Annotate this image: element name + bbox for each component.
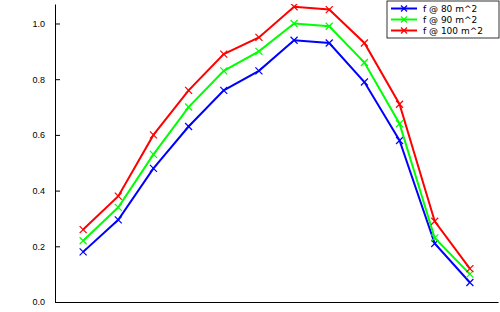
series-marker <box>431 218 438 225</box>
y-axis: 0.0 0.2 0.4 0.6 0.8 1.0 <box>32 5 60 308</box>
series-marker <box>326 39 333 46</box>
legend-label: f @ 100 m^2 <box>423 26 483 36</box>
series-marker <box>150 131 157 138</box>
y-tick-label: 1.0 <box>32 19 45 29</box>
series-marker <box>396 137 403 144</box>
series <box>80 20 474 278</box>
series-marker <box>396 101 403 108</box>
series-marker <box>150 165 157 172</box>
series-marker <box>220 87 227 94</box>
legend-marker <box>401 6 407 12</box>
series-marker <box>220 67 227 74</box>
series-marker <box>80 226 87 233</box>
series-marker <box>185 87 192 94</box>
y-tick: 0.8 <box>32 75 60 85</box>
y-tick: 0.4 <box>32 186 60 196</box>
series-marker <box>185 123 192 130</box>
series-marker <box>291 37 298 44</box>
legend: f @ 80 m^2f @ 90 m^2f @ 100 m^2 <box>387 1 499 38</box>
series-marker <box>80 248 87 255</box>
series-marker <box>150 151 157 158</box>
y-tick-mark <box>55 79 60 80</box>
series-marker <box>326 23 333 30</box>
series-marker <box>115 193 122 200</box>
series-line <box>83 7 470 269</box>
y-tick-label: 0.2 <box>32 242 45 252</box>
y-tick: 0.2 <box>32 242 60 252</box>
series <box>80 4 474 272</box>
y-tick: 1.0 <box>32 19 60 29</box>
y-tick-label: 0.0 <box>32 297 45 307</box>
series-area <box>80 4 474 286</box>
y-tick-mark <box>55 135 60 136</box>
series-marker <box>185 104 192 111</box>
series-marker <box>466 265 473 272</box>
y-tick: 0.6 <box>32 130 60 140</box>
series-marker <box>361 78 368 85</box>
series-marker <box>291 4 298 10</box>
series-marker <box>255 34 262 41</box>
y-tick-label: 0.6 <box>32 130 45 140</box>
x-axis <box>56 302 499 303</box>
legend-marker <box>401 28 407 34</box>
x-axis-line <box>56 302 499 303</box>
series-marker <box>115 204 122 211</box>
y-tick-label: 0.4 <box>32 186 45 196</box>
series-marker <box>361 39 368 46</box>
series-marker <box>361 59 368 66</box>
legend-label: f @ 90 m^2 <box>423 15 477 25</box>
series-marker <box>466 279 473 286</box>
series-line <box>83 23 470 274</box>
y-tick-label: 0.8 <box>32 75 45 85</box>
series-marker <box>255 67 262 74</box>
y-axis-line <box>55 5 56 303</box>
legend-marker <box>401 17 407 23</box>
legend-box <box>387 1 499 38</box>
chart: 0.0 0.2 0.4 0.6 0.8 1.0 f @ 80 m^2f @ 90 m^2f … <box>0 0 500 312</box>
series-marker <box>115 216 122 223</box>
series-marker <box>396 120 403 127</box>
y-tick-mark <box>55 246 60 247</box>
series-marker <box>80 237 87 244</box>
series-marker <box>255 48 262 55</box>
series-marker <box>220 51 227 58</box>
y-tick-mark <box>55 23 60 24</box>
plot: 0.0 0.2 0.4 0.6 0.8 1.0 <box>32 3 498 307</box>
series-marker <box>326 6 333 13</box>
series-marker <box>291 20 298 27</box>
legend-label: f @ 80 m^2 <box>423 4 477 14</box>
series-marker <box>431 234 438 241</box>
y-tick-mark <box>55 191 60 192</box>
